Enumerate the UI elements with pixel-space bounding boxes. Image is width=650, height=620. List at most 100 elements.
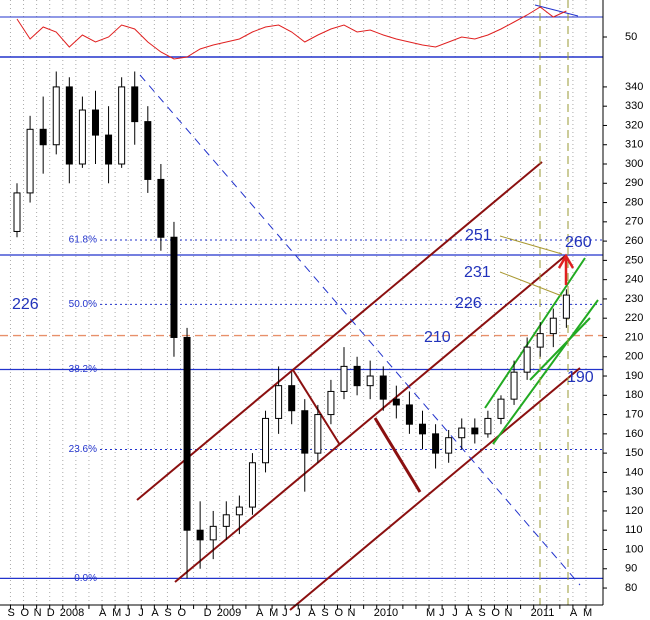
candle-body: [105, 134, 113, 165]
x-tick-label: J: [138, 607, 144, 619]
y-tick-label: 130: [625, 486, 643, 498]
candle-body: [340, 365, 348, 392]
y-tick-label: 110: [625, 524, 643, 536]
candle-body: [445, 437, 453, 454]
candle-body: [432, 433, 440, 454]
y-tick-label: 230: [625, 293, 643, 305]
channel-line: [136, 161, 543, 501]
candle-body: [183, 336, 191, 531]
x-tick-label: D: [204, 607, 212, 619]
x-tick-label: M: [426, 607, 435, 619]
candle-body: [458, 427, 466, 439]
candle-body: [366, 375, 374, 387]
candle-body: [497, 398, 505, 419]
indicator-line: [16, 6, 567, 60]
candle-body: [91, 109, 99, 136]
y-tick-label: 160: [625, 428, 643, 440]
x-tick-label: S: [164, 607, 171, 619]
candle-body: [235, 506, 243, 516]
candle-body: [13, 192, 21, 232]
downtrend-line: [139, 74, 581, 586]
y-tick-label: 320: [625, 119, 643, 131]
x-tick-label: N: [505, 607, 513, 619]
fib-label: 38.2%: [69, 364, 97, 375]
y-tick-label: 240: [625, 274, 643, 286]
candle-body: [78, 109, 86, 165]
x-tick-label: J: [439, 607, 445, 619]
x-tick-label: O: [21, 607, 30, 619]
candle-body: [248, 462, 256, 508]
green-channel: [492, 299, 599, 445]
annotation: 226: [12, 296, 39, 313]
candle-body: [275, 385, 283, 419]
x-tick-label: O: [334, 607, 343, 619]
channel-line: [174, 255, 566, 583]
candle-body: [549, 317, 557, 335]
candle-body: [379, 375, 387, 400]
pointer-line: [499, 235, 563, 255]
y-tick-label: 270: [625, 216, 643, 228]
candle-body: [314, 414, 322, 454]
x-tick-label: O: [491, 607, 500, 619]
candle-body: [39, 128, 47, 146]
y-tick-label: 190: [625, 370, 643, 382]
annotation: 226: [455, 295, 482, 312]
fib-label: 61.8%: [69, 235, 97, 246]
y-tick-label: 290: [625, 177, 643, 189]
x-tick-label: S: [478, 607, 485, 619]
candle-body: [170, 236, 178, 338]
candle-body: [353, 365, 361, 387]
y-tick-label: 220: [625, 312, 643, 324]
y-tick-label: 180: [625, 389, 643, 401]
x-tick-label: 2010: [374, 607, 398, 619]
channel-width: [373, 417, 422, 493]
fib-label: 50.0%: [69, 299, 97, 310]
candle-body: [523, 346, 531, 373]
y-tick-label: 330: [625, 100, 643, 112]
green-channel: [484, 257, 586, 409]
x-tick-label: 2008: [60, 607, 84, 619]
candle-body: [301, 410, 309, 454]
candle-body: [536, 333, 544, 348]
y-tick-label: 120: [625, 505, 643, 517]
candle-body: [65, 86, 73, 165]
y-tick-label: 90: [625, 563, 637, 575]
x-tick-label: J: [452, 607, 458, 619]
fib-label: 0.0%: [74, 573, 97, 584]
y-tick-label: 50: [625, 31, 637, 43]
x-tick-label: J: [125, 607, 131, 619]
x-tick-label: S: [321, 607, 328, 619]
candle-body: [392, 398, 400, 406]
indicator-trendline: [534, 4, 579, 17]
x-tick-label: A: [151, 607, 159, 619]
y-tick-label: 260: [625, 235, 643, 247]
x-tick-label: A: [256, 607, 264, 619]
annotation: 251: [465, 227, 492, 244]
y-tick-label: 310: [625, 139, 643, 151]
y-tick-label: 100: [625, 543, 643, 555]
target-arrow: [557, 253, 575, 285]
candle-body: [52, 86, 60, 146]
candle-body: [157, 178, 165, 238]
x-tick-label: J: [282, 607, 288, 619]
y-tick-label: 280: [625, 196, 643, 208]
candle-body: [209, 525, 217, 541]
x-tick-label: N: [34, 607, 42, 619]
y-tick-label: 150: [625, 447, 643, 459]
candle-body: [196, 529, 204, 541]
x-tick-label: D: [47, 607, 55, 619]
y-tick-label: 250: [625, 254, 643, 266]
candle-body: [405, 404, 413, 425]
y-tick-label: 200: [625, 351, 643, 363]
pointer-line: [499, 271, 563, 297]
data-layer: [13, 6, 570, 579]
candle-body: [131, 86, 139, 123]
x-tick-label: A: [308, 607, 316, 619]
x-tick-label: M: [583, 607, 592, 619]
candle-body: [471, 427, 479, 435]
y-tick-label: 80: [625, 582, 637, 594]
candle-body: [484, 417, 492, 435]
candle-body: [418, 423, 426, 435]
channel-width: [292, 369, 341, 446]
